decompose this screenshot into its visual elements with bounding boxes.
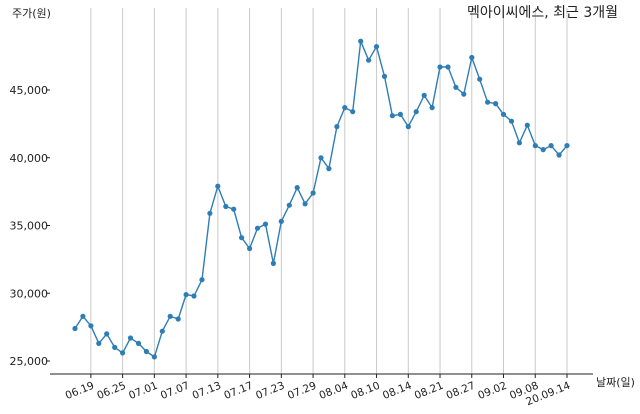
x-tick-label: 07.07 (159, 380, 191, 402)
data-point (389, 113, 395, 119)
chart-title: 멕아이씨에스, 최근 3개월 (467, 5, 618, 21)
x-tick-label: 08.21 (413, 380, 445, 402)
data-point (500, 111, 507, 117)
data-point (421, 92, 427, 98)
x-tick-label: 07.29 (286, 380, 318, 402)
y-tick-label: 40,000 (10, 152, 49, 165)
data-point (223, 203, 229, 210)
data-point (318, 155, 324, 161)
data-point (127, 335, 134, 341)
x-tick-label: 08.27 (445, 380, 477, 402)
data-point (493, 101, 499, 107)
data-point (278, 218, 284, 224)
data-point (310, 190, 316, 196)
x-axis-label: 날짜(일) (596, 375, 635, 389)
data-point (191, 293, 197, 299)
data-point (405, 124, 411, 130)
data-point (104, 331, 110, 337)
data-point (175, 316, 181, 322)
data-point (247, 245, 253, 252)
data-point (286, 202, 292, 208)
data-point (302, 201, 308, 207)
data-point (135, 340, 142, 346)
x-tick-label: 08.14 (381, 380, 414, 403)
x-tick-label: 07.13 (191, 380, 223, 402)
data-point (80, 313, 86, 319)
data-point (524, 122, 530, 128)
data-point (532, 143, 538, 149)
x-tick-label: 08.10 (349, 380, 381, 402)
data-point (183, 292, 189, 298)
data-point (215, 183, 221, 189)
x-tick-label: 09.02 (476, 380, 508, 402)
data-point (548, 143, 554, 149)
data-point (429, 105, 435, 111)
data-point (358, 38, 364, 44)
data-point (334, 124, 340, 130)
y-tick-label: 45,000 (10, 84, 49, 97)
data-point (350, 109, 356, 115)
x-tick-label: 07.23 (254, 380, 286, 402)
data-point (461, 91, 467, 97)
y-tick-label: 25,000 (10, 355, 49, 368)
data-point (262, 221, 269, 227)
data-point (231, 206, 237, 212)
data-point (112, 344, 118, 350)
data-point (342, 105, 348, 111)
data-point (207, 210, 213, 216)
data-point (254, 225, 261, 231)
y-tick-label: 35,000 (10, 220, 49, 233)
price-line (74, 40, 568, 358)
vertical-grid (90, 8, 568, 374)
y-tick-label: 30,000 (10, 287, 49, 300)
x-tick-label: 07.17 (222, 380, 254, 402)
data-point (366, 57, 372, 63)
data-point (477, 76, 483, 82)
data-point (564, 143, 570, 149)
data-point (453, 84, 459, 90)
data-point (413, 109, 419, 115)
price-points (72, 38, 570, 360)
data-point (373, 44, 380, 50)
data-point (469, 54, 475, 61)
data-point (159, 328, 165, 334)
data-point (437, 64, 443, 70)
x-tick-label: 07.01 (127, 380, 159, 402)
y-axis-label: 주가(원) (12, 7, 51, 20)
data-point (88, 323, 94, 329)
data-point (143, 348, 149, 355)
data-point (326, 166, 332, 172)
data-point (270, 260, 276, 266)
data-point (120, 350, 126, 356)
data-point (239, 235, 245, 241)
data-point (540, 147, 546, 153)
data-point (508, 118, 515, 124)
data-point (199, 277, 205, 283)
data-point (72, 325, 78, 332)
data-point (556, 152, 562, 158)
x-tick-label: 06.25 (95, 380, 127, 402)
x-tick-label: 08.04 (318, 380, 351, 403)
x-tick-label: 06.19 (64, 380, 96, 402)
data-point (167, 313, 173, 319)
data-point (151, 354, 157, 360)
data-point (485, 99, 491, 105)
data-point (516, 140, 523, 146)
data-point (445, 64, 451, 70)
y-axis-ticks: 25,000 30,000 35,000 40,000 45,000 (10, 84, 50, 368)
x-axis-ticks: 06.19 06.25 07.01 07.07 07.13 07.17 07.23 07.29… (64, 374, 572, 408)
data-point (96, 340, 102, 346)
data-point (381, 73, 388, 79)
data-point (397, 111, 403, 117)
data-point (294, 185, 300, 191)
